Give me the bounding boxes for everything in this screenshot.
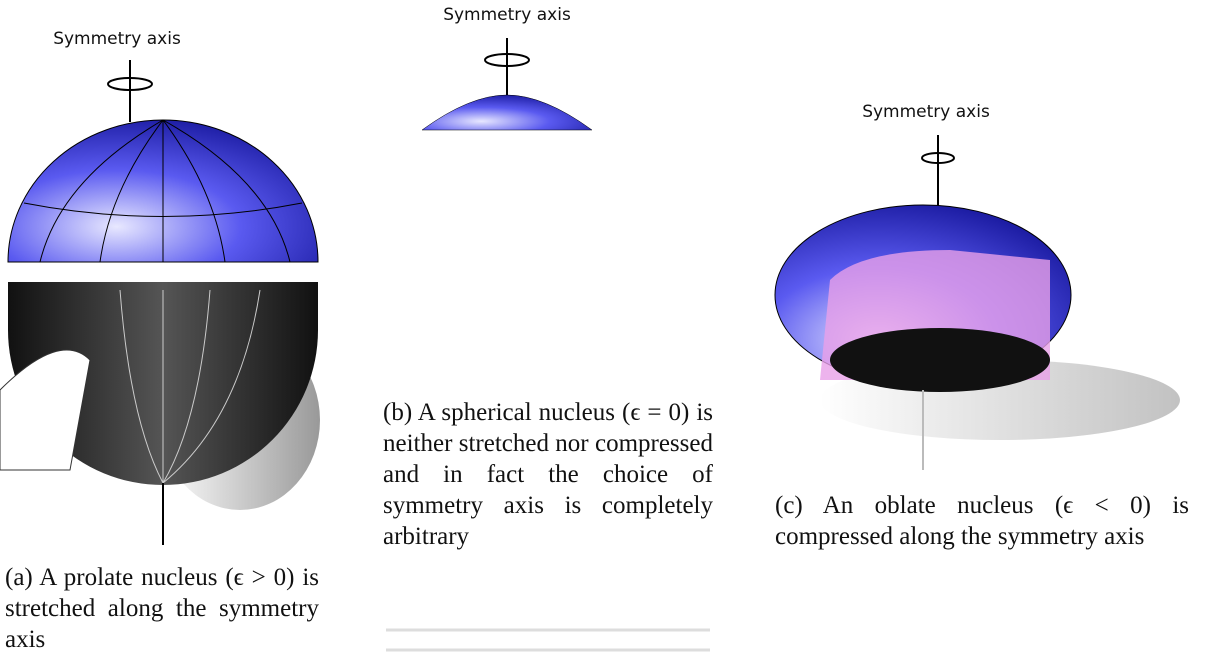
logo xyxy=(386,630,710,650)
caption: (c) An oblate nucleus (ϵ < 0) is compres… xyxy=(775,490,1189,552)
inner-base xyxy=(830,328,1050,392)
axis-label: Symmetry axis xyxy=(53,29,181,49)
caption: (b) A spherical nucleus (ϵ = 0) is neith… xyxy=(383,397,713,552)
sphere-cap xyxy=(422,95,592,130)
page: Symmetry axis Symmetry axis Symmetry axi… xyxy=(0,0,1209,664)
axis-label: Symmetry axis xyxy=(443,5,571,25)
axis-label: Symmetry axis xyxy=(862,102,990,122)
caption: (a) A prolate nucleus (ϵ > 0) is stretch… xyxy=(5,562,319,655)
